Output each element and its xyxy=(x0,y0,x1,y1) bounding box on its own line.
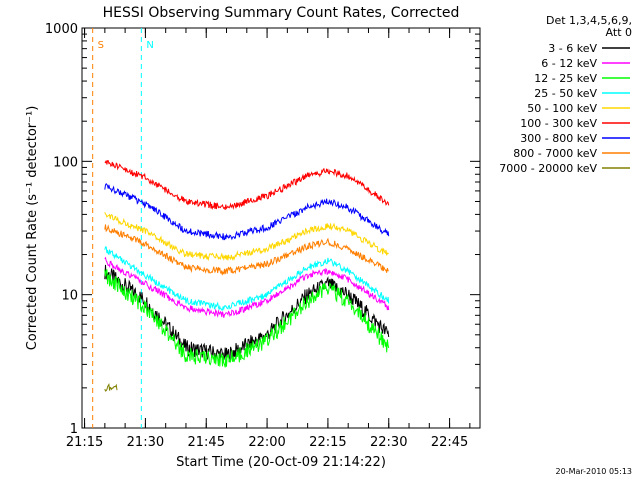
legend-header-line: Det 1,3,4,5,6,9, xyxy=(546,14,632,27)
x-tick-label: 21:15 xyxy=(66,435,103,450)
legend-entry-label: 7000 - 20000 keV xyxy=(499,162,597,175)
legend-entry-label: 300 - 800 keV xyxy=(520,132,597,145)
y-tick-label: 10 xyxy=(61,289,78,304)
legend-entry-label: 50 - 100 keV xyxy=(527,102,597,115)
chart-title: HESSI Observing Summary Count Rates, Cor… xyxy=(103,5,460,21)
x-tick-label: 22:00 xyxy=(248,435,285,450)
x-tick-label: 21:45 xyxy=(188,435,225,450)
series-line-7 xyxy=(104,224,389,276)
y-axis-label: Corrected Count Rate (s⁻¹ detector⁻¹) xyxy=(25,106,40,351)
x-tick-label: 22:30 xyxy=(370,435,407,450)
x-axis-label: Start Time (20-Oct-09 21:14:22) xyxy=(176,455,386,470)
y-tick-label: 100 xyxy=(53,155,78,170)
series-line-6 xyxy=(104,183,390,241)
series-line-1 xyxy=(104,256,390,318)
marker-label-n: N xyxy=(146,40,153,51)
x-tick-label: 22:15 xyxy=(309,435,346,450)
series-line-5 xyxy=(104,160,390,211)
series-line-2 xyxy=(104,269,390,368)
marker-label-s: S xyxy=(98,40,104,51)
legend-entry-label: 25 - 50 keV xyxy=(534,87,597,100)
legend-entry-label: 12 - 25 keV xyxy=(534,72,597,85)
footer-date: 20-Mar-2010 05:13 xyxy=(556,467,633,476)
legend-entry-label: 6 - 12 keV xyxy=(541,57,597,70)
series-line-4 xyxy=(104,212,389,262)
series-line-3 xyxy=(104,246,390,311)
legend-entry-label: 100 - 300 keV xyxy=(520,117,597,130)
legend-entry-label: 3 - 6 keV xyxy=(548,42,597,55)
y-tick-label: 1 xyxy=(70,422,78,437)
series-line-8 xyxy=(104,383,118,392)
y-tick-label: 1000 xyxy=(45,22,78,37)
legend-entry-label: 800 - 7000 keV xyxy=(513,147,597,160)
legend-header-line: Att 0 xyxy=(606,26,632,39)
x-tick-label: 21:30 xyxy=(127,435,164,450)
x-tick-label: 22:45 xyxy=(431,435,468,450)
plot-frame xyxy=(81,27,481,429)
